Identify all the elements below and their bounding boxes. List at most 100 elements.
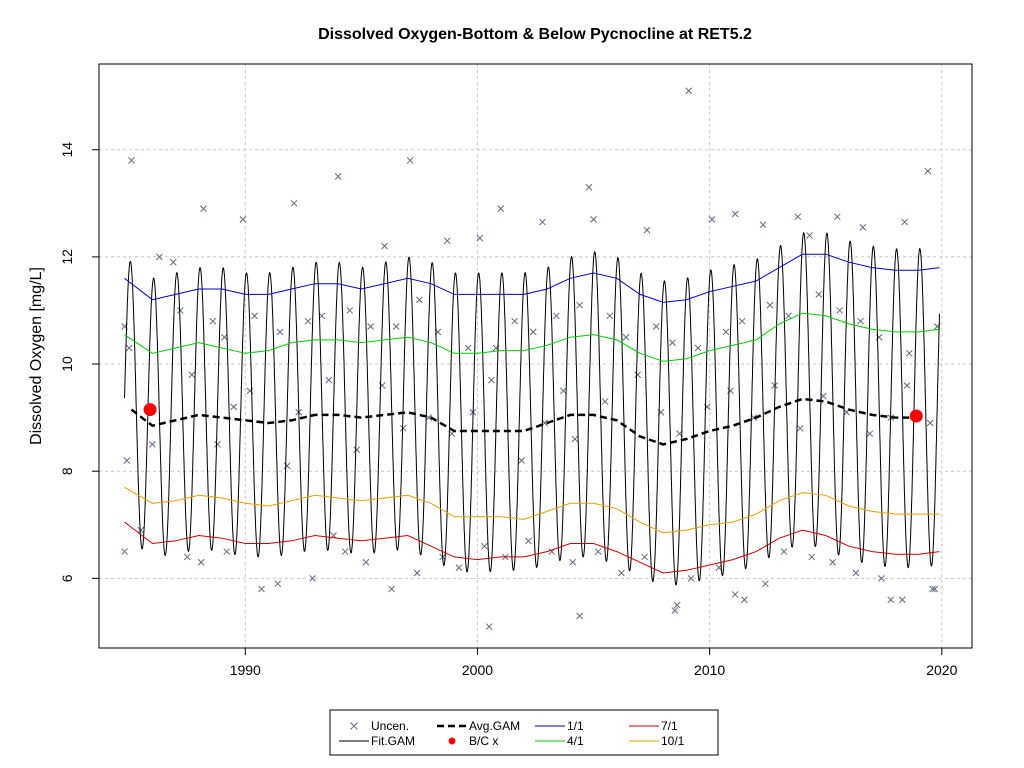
uncen-point <box>518 457 525 464</box>
legend-label: Fit.GAM <box>371 734 415 748</box>
x-tick-label: 1990 <box>230 662 261 678</box>
uncen-point <box>780 548 788 555</box>
uncen-point <box>156 253 163 261</box>
uncen-point <box>901 218 909 226</box>
uncen-point <box>622 333 630 341</box>
uncen-point <box>590 216 597 223</box>
uncen-point <box>576 612 583 620</box>
uncen-point <box>594 548 602 555</box>
x-tick-label: 2010 <box>694 662 725 678</box>
x-tick-label: 2000 <box>462 662 493 678</box>
legend-item: Avg.GAM <box>437 719 520 733</box>
uncen-point <box>381 242 388 250</box>
uncen-point <box>488 376 495 384</box>
chart-title: Dissolved Oxygen-Bottom & Below Pycnocli… <box>318 26 752 43</box>
x-tick-label: 2020 <box>926 662 957 678</box>
series-line-4-1 <box>124 312 940 362</box>
uncen-point <box>121 548 128 555</box>
uncen-point <box>290 199 298 207</box>
uncen-point <box>200 205 207 213</box>
uncen-point <box>808 553 816 561</box>
uncen-point <box>903 382 911 389</box>
uncen-point <box>137 526 145 534</box>
uncen-point <box>362 558 370 566</box>
plot-frame <box>98 63 973 649</box>
uncen-point <box>806 232 813 239</box>
uncen-point <box>866 430 874 438</box>
uncen-point <box>738 317 746 325</box>
uncen-point <box>634 371 642 379</box>
legend-item: B/C x <box>448 734 498 748</box>
legend-label: Avg.GAM <box>469 719 520 733</box>
uncen-point <box>601 398 609 405</box>
uncen-point <box>796 424 804 432</box>
uncen-point <box>388 585 395 593</box>
uncen-point <box>576 301 583 309</box>
uncen-point <box>560 387 567 395</box>
uncen-point <box>878 574 885 582</box>
uncen-point <box>785 312 792 320</box>
uncen-point <box>671 607 679 614</box>
uncen-point <box>905 349 913 357</box>
uncen-point <box>926 419 934 427</box>
series-line-1-1 <box>124 253 940 303</box>
uncen-point <box>766 301 774 309</box>
uncen-point <box>169 258 177 266</box>
uncen-point <box>898 596 906 604</box>
uncen-point <box>309 574 316 582</box>
uncen-point <box>708 216 716 223</box>
uncen-point <box>859 224 867 231</box>
uncen-point <box>334 173 342 180</box>
uncen-point <box>694 344 702 352</box>
uncen-point <box>529 328 537 336</box>
uncen-point <box>209 317 217 325</box>
uncen-point <box>571 435 579 443</box>
uncen-point <box>833 213 841 221</box>
legend-label: 7/1 <box>661 719 678 733</box>
legend-box <box>329 709 719 756</box>
uncen-point <box>464 344 472 352</box>
legend-label: 4/1 <box>567 734 584 748</box>
uncen-point <box>128 157 135 164</box>
series-layer <box>121 87 941 630</box>
legend-label: 10/1 <box>661 734 685 748</box>
uncen-point <box>325 376 333 384</box>
y-tick-label: 8 <box>59 467 75 475</box>
uncen-point <box>794 213 802 221</box>
uncen-point <box>251 312 258 320</box>
uncen-point <box>497 205 505 213</box>
grid <box>99 64 972 648</box>
uncen-point <box>476 234 484 242</box>
uncen-point <box>197 558 205 566</box>
uncen-point <box>685 87 693 95</box>
legend-swatch <box>350 722 358 730</box>
y-tick-label: 6 <box>59 574 75 582</box>
legend-item: 10/1 <box>629 734 685 748</box>
uncen-point <box>223 548 231 555</box>
uncen-point <box>669 339 676 346</box>
uncen-point <box>585 183 593 191</box>
uncen-point <box>188 371 196 379</box>
uncen-point <box>924 167 932 175</box>
uncen-point <box>731 210 739 218</box>
legend-item: 1/1 <box>535 719 584 733</box>
uncen-point <box>149 441 156 448</box>
uncen-point <box>481 542 488 550</box>
uncen-point <box>673 601 681 609</box>
y-tick-label: 14 <box>59 142 75 158</box>
bc-point <box>143 403 157 417</box>
uncen-point <box>539 218 546 226</box>
y-tick-label: 10 <box>59 356 75 372</box>
uncen-point <box>413 569 421 577</box>
uncen-point <box>304 317 312 325</box>
uncen-point <box>283 462 291 470</box>
uncen-point <box>443 237 451 245</box>
uncen-point <box>731 591 739 598</box>
uncen-point <box>643 226 651 234</box>
legend-item: 4/1 <box>535 734 584 748</box>
uncen-point <box>367 323 375 330</box>
legend-item: Uncen. <box>350 719 409 733</box>
uncen-point <box>125 344 133 352</box>
